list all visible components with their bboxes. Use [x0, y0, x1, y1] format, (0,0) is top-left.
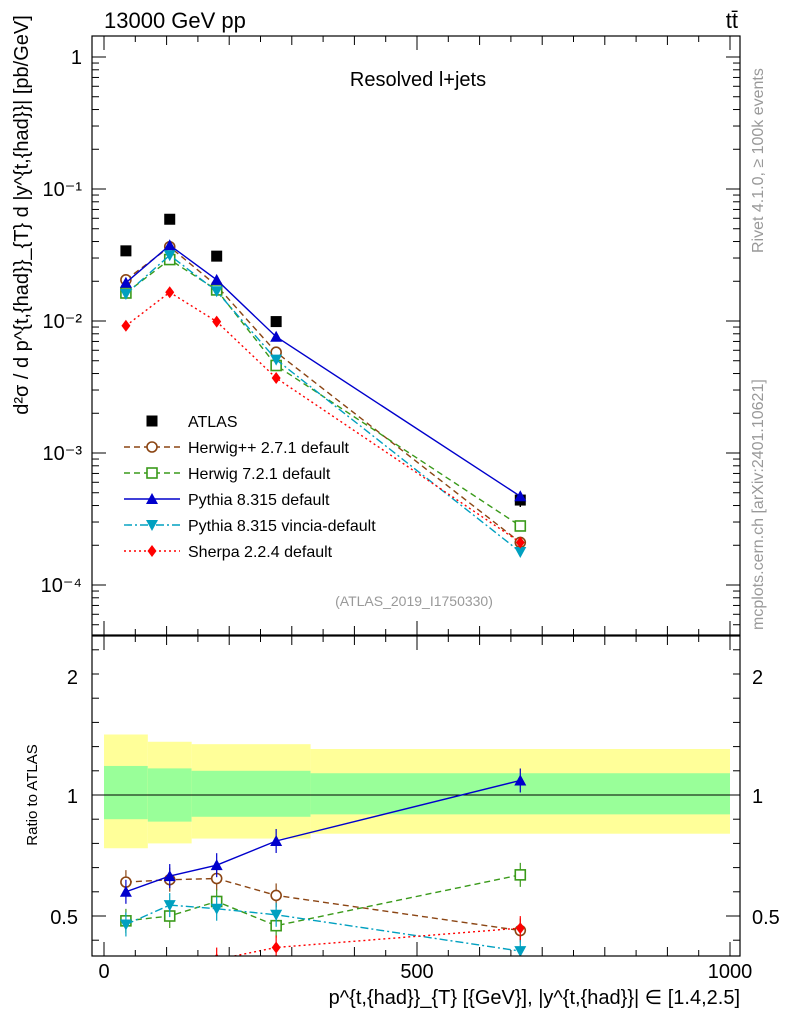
ratio-point — [514, 774, 527, 786]
y-tick-label: 10⁻¹ — [43, 179, 83, 201]
data-point — [270, 354, 283, 366]
ratio-y-tick-label: 0.5 — [50, 907, 78, 929]
selection-label: Resolved l+jets — [350, 69, 486, 91]
legend-label: ATLAS — [188, 414, 238, 431]
ratio-point — [514, 869, 527, 881]
ratio-point — [270, 909, 283, 921]
ratio-series-pythia-8-315-vincia-default — [119, 893, 527, 956]
ratio-line — [125, 874, 521, 927]
uncertainty-band-green — [104, 765, 148, 820]
ratio-ylabel: Ratio to ATLAS — [24, 744, 41, 845]
ratio-y-tick-label: 2 — [67, 667, 78, 689]
ratio-point — [270, 834, 283, 846]
data-point — [514, 490, 527, 502]
ratio-point — [119, 885, 132, 897]
legend-label: Pythia 8.315 default — [188, 492, 330, 509]
series-herwig-7-2-1-default — [120, 253, 527, 532]
data-point — [164, 213, 176, 225]
uncertainty-band-green — [191, 770, 311, 817]
main-frame — [91, 35, 741, 636]
data-point — [514, 520, 527, 532]
ratio-point — [210, 903, 223, 915]
ratio-series-pythia-8-315-default — [119, 768, 527, 904]
energy-label: 13000 GeV pp — [104, 8, 246, 33]
data-point — [515, 536, 525, 549]
series-line — [125, 244, 521, 497]
legend-label: Pythia 8.315 vincia-default — [188, 518, 376, 535]
y-tick-label: 1 — [71, 47, 82, 69]
y-tick-label: 10⁻² — [43, 311, 83, 333]
x-tick-label: 1000 — [708, 961, 753, 983]
data-point — [270, 316, 282, 328]
legend-marker — [147, 545, 157, 557]
ratio-series-herwig-2-7-1-default — [120, 866, 527, 943]
ratio-frame — [91, 635, 741, 957]
ratio-point — [121, 966, 130, 978]
data-point — [165, 286, 175, 299]
series-pythia-8-315-vincia-default — [119, 250, 527, 558]
series-pythia-8-315-default — [119, 239, 527, 502]
main-ylabel: d²σ / d p^{t,{had}}_{T} d |y^{t,{had}}| … — [11, 15, 33, 415]
legend-marker — [146, 415, 158, 427]
legend-label: Herwig++ 2.7.1 default — [188, 440, 350, 457]
y-tick-label: 10⁻⁴ — [41, 575, 82, 597]
data-point — [163, 239, 176, 251]
data-point — [210, 286, 223, 298]
legend-marker — [146, 441, 158, 453]
ratio-y-tick-label-right: 2 — [752, 667, 763, 689]
ratio-point — [119, 919, 132, 931]
data-point — [163, 250, 176, 262]
series-line — [125, 258, 521, 527]
ratio-y-tick-label-right: 1 — [752, 786, 763, 808]
data-point — [121, 319, 131, 332]
process-label: tt̄ — [726, 8, 738, 33]
y-tick-label: 10⁻³ — [43, 443, 83, 465]
data-point — [119, 289, 132, 301]
mcplots-label: mcplots.cern.ch [arXiv:2401.10621] — [750, 379, 767, 630]
ratio-point — [514, 946, 527, 956]
data-point — [270, 330, 283, 342]
legend-entry: Herwig++ 2.7.1 default — [124, 440, 350, 457]
ratio-line — [230, 927, 521, 956]
ratio-line — [125, 877, 521, 932]
data-point — [211, 250, 223, 262]
legend-marker — [146, 493, 158, 504]
x-tick-label: 0 — [98, 961, 109, 983]
legend-entry: Sherpa 2.2.4 default — [124, 544, 333, 561]
data-point — [119, 276, 132, 288]
analysis-tag: (ATLAS_2019_I1750330) — [335, 593, 493, 609]
ratio-point — [270, 889, 282, 902]
legend-entry: ATLAS — [146, 414, 238, 431]
ratio-point — [214, 953, 219, 956]
ratio-series-herwig-7-2-1-default — [120, 862, 527, 938]
legend-entry: Pythia 8.315 vincia-default — [124, 518, 376, 535]
data-point — [120, 245, 132, 257]
ratio-y-tick-label-right: 0.5 — [752, 907, 780, 929]
ratio-y-tick-label: 1 — [67, 786, 78, 808]
data-point — [271, 371, 281, 384]
data-point — [212, 315, 222, 328]
ratio-point — [210, 859, 223, 871]
ratio-point — [515, 922, 525, 935]
ratio-point — [163, 900, 176, 912]
ratio-point — [271, 941, 281, 954]
x-tick-label: 500 — [400, 961, 433, 983]
legend-marker — [146, 520, 158, 531]
series-sherpa-2-2-4-default — [121, 286, 525, 549]
legend-marker — [146, 467, 158, 479]
ratio-series-sherpa-2-2-4-default — [121, 916, 525, 978]
data-point — [514, 546, 527, 558]
legend-entry: Herwig 7.2.1 default — [124, 466, 331, 483]
ratio-point — [165, 963, 174, 975]
series-atlas — [120, 213, 526, 507]
data-point — [210, 273, 223, 285]
legend-entry: Pythia 8.315 default — [124, 492, 330, 509]
ratio-line — [125, 904, 521, 952]
legend-label: Sherpa 2.2.4 default — [188, 544, 333, 561]
xlabel: p^{t,{had}}_{T} [{GeV}], |y^{t,{had}}| ∈… — [329, 987, 740, 1009]
rivet-version-label: Rivet 4.1.0, ≥ 100k events — [750, 68, 767, 253]
legend-label: Herwig 7.2.1 default — [188, 466, 331, 483]
ratio-point — [163, 870, 176, 882]
